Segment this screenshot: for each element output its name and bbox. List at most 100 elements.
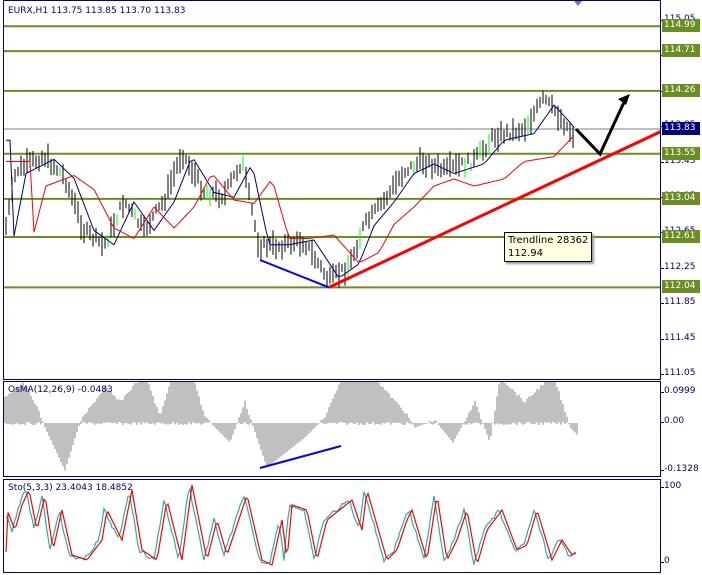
osma-bar	[202, 410, 204, 424]
osma-bar	[446, 423, 448, 436]
osma-bar	[412, 423, 414, 425]
osma-bar	[570, 423, 572, 429]
osma-bar	[124, 395, 126, 424]
price-chart-pane[interactable]: EURX,H1 113.75 113.85 113.70 113.83 Tren…	[3, 0, 661, 380]
osma-bar	[364, 382, 366, 425]
trendline-tooltip: Trendline 28362 112.94	[504, 232, 593, 262]
osma-bar	[90, 406, 92, 423]
osma-bar	[248, 415, 250, 425]
osma-bar	[314, 423, 316, 428]
osma-bar	[426, 423, 428, 424]
osma-bar	[198, 396, 200, 424]
osma-bar	[228, 423, 230, 442]
osma-bar	[50, 423, 52, 441]
osma-bar	[386, 391, 388, 423]
osma-tick-label: 0.0999	[661, 386, 696, 396]
osma-bar	[360, 382, 362, 424]
price-tick-label: 111.45	[661, 332, 696, 343]
osma-bar	[502, 382, 504, 425]
osma-bar	[394, 400, 396, 424]
chart-shift-marker-icon[interactable]	[574, 1, 582, 6]
osma-bar	[508, 386, 510, 425]
osma-bar	[272, 423, 274, 463]
osma-bar	[106, 387, 108, 423]
arrow-head-icon	[618, 94, 630, 105]
osma-bar	[42, 421, 44, 423]
osma-bar	[416, 423, 418, 427]
osma-bar	[366, 382, 368, 423]
osma-bar	[164, 400, 166, 425]
osma-bar	[464, 421, 466, 425]
osma-bar	[538, 389, 540, 425]
osma-bar	[328, 407, 330, 423]
osma-bar	[428, 420, 430, 423]
osma-bar	[378, 382, 380, 425]
osma-bar	[254, 423, 256, 433]
osma-bar	[46, 423, 48, 432]
osma-bar	[310, 423, 312, 432]
osma-bar	[528, 396, 530, 423]
osma-bar	[370, 382, 372, 425]
osma-bar	[482, 423, 484, 424]
osma-bar	[184, 382, 186, 425]
osma-bar	[20, 384, 22, 425]
osma-bar	[290, 423, 292, 449]
level-price-label: 114.26	[662, 83, 700, 97]
osma-bar	[126, 393, 128, 424]
osma-bar	[450, 423, 452, 441]
osma-bar	[486, 423, 488, 435]
osma-bar	[470, 410, 472, 425]
osma-bar	[156, 407, 158, 423]
osma-bar	[16, 386, 18, 424]
osma-bar	[542, 385, 544, 425]
osma-pane[interactable]: OsMA(12,26,9) -0.0483	[3, 381, 661, 477]
osma-bar	[492, 421, 494, 423]
osma-bar	[256, 423, 258, 438]
forecast-arrow-icon	[574, 97, 628, 157]
osma-bar	[84, 414, 86, 423]
osma-tick-label: 0.00	[660, 416, 685, 426]
osma-bar	[178, 382, 180, 425]
osma-bar	[556, 387, 558, 425]
osma-canvas	[4, 382, 578, 471]
osma-bar	[506, 385, 508, 425]
osma-bar	[116, 399, 118, 424]
osma-bar	[252, 423, 254, 427]
osma-bar	[266, 423, 268, 468]
osma-bar	[158, 413, 160, 423]
osma-bar	[564, 411, 566, 425]
level-price-label: 112.61	[662, 229, 700, 243]
osma-bar	[430, 421, 432, 424]
osma-bar	[38, 410, 40, 423]
osma-bar	[514, 392, 516, 424]
osma-bar	[60, 423, 62, 462]
osma-bar	[330, 402, 332, 423]
osma-bar	[14, 389, 16, 425]
osma-bar	[134, 382, 136, 423]
osma-bar	[172, 382, 174, 423]
osma-bar	[356, 382, 358, 423]
osma-bar	[260, 423, 262, 450]
osma-bar	[280, 423, 282, 457]
osma-bar	[92, 403, 94, 424]
stochastic-main-line	[5, 486, 577, 565]
osma-bar	[496, 396, 498, 424]
osma-bar	[550, 382, 552, 424]
osma-bar	[318, 422, 320, 424]
osma-bar	[222, 423, 224, 436]
stochastic-pane[interactable]: Sto(5,3,3) 23.4043 18.4852	[3, 479, 661, 573]
osma-bar	[348, 382, 350, 424]
osma-bar	[36, 406, 38, 423]
osma-bar	[520, 397, 522, 424]
osma-bar	[264, 423, 266, 462]
osma-bar	[6, 395, 8, 424]
osma-bar	[80, 421, 82, 425]
osma-bar	[24, 386, 26, 425]
price-axis[interactable]: 115.05114.65114.25113.85113.45113.05112.…	[660, 0, 702, 575]
osma-bar	[442, 423, 444, 431]
osma-bar	[488, 423, 490, 440]
osma-bar	[524, 402, 526, 424]
osma-bar	[534, 392, 536, 424]
osma-bar	[382, 386, 384, 424]
trendline	[328, 130, 660, 289]
